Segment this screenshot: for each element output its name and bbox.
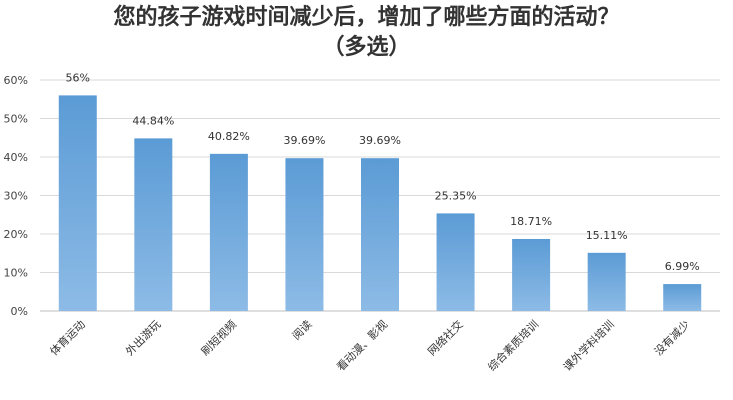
bar bbox=[436, 213, 475, 311]
x-category-label: 体育运动 bbox=[47, 317, 88, 358]
data-label: 15.11% bbox=[586, 229, 628, 242]
bar bbox=[361, 158, 399, 311]
bar bbox=[512, 238, 551, 311]
chart-subtitle: （多选） bbox=[322, 35, 411, 60]
data-label: 39.69% bbox=[359, 134, 401, 147]
y-axis: 0% 10% 20% 30% 40% 50% 60% bbox=[4, 74, 28, 318]
y-tick-label: 20% bbox=[4, 228, 28, 241]
bar bbox=[58, 95, 97, 312]
y-tick-label: 30% bbox=[4, 190, 28, 203]
x-category-label: 看动漫、影视 bbox=[334, 317, 391, 374]
data-label: 56% bbox=[66, 71, 90, 84]
x-axis: 体育运动 外出游玩 刷短视频 阅读 看动漫、影视 网络社交 综合素质培训 课外学科培训 没有减少 bbox=[47, 317, 692, 374]
data-label: 6.99% bbox=[665, 260, 700, 273]
y-tick-label: 60% bbox=[4, 74, 28, 87]
bar bbox=[134, 138, 173, 311]
x-category-label: 阅读 bbox=[289, 317, 314, 342]
data-label: 39.69% bbox=[283, 134, 325, 147]
y-tick-label: 0% bbox=[11, 305, 28, 318]
x-category-label: 刷短视频 bbox=[198, 317, 239, 358]
x-category-label: 没有减少 bbox=[651, 317, 692, 358]
data-label: 40.82% bbox=[208, 130, 250, 143]
data-labels: 56% 44.84% 40.82% 39.69% 39.69% 25.35% 18.71% 1… bbox=[66, 71, 700, 273]
y-tick-label: 10% bbox=[4, 267, 28, 280]
chart-title: 您的孩子游戏时间减少后，增加了哪些方面的活动？ bbox=[113, 5, 620, 30]
x-category-label: 课外学科培训 bbox=[560, 317, 617, 374]
data-label: 25.35% bbox=[435, 189, 477, 202]
bars bbox=[58, 95, 702, 312]
y-tick-label: 40% bbox=[4, 151, 28, 164]
x-category-label: 网络社交 bbox=[425, 317, 466, 358]
data-label: 18.71% bbox=[510, 215, 552, 228]
data-label: 44.84% bbox=[132, 114, 174, 127]
bar bbox=[285, 158, 324, 311]
y-tick-label: 50% bbox=[4, 113, 28, 126]
bar bbox=[663, 284, 702, 311]
bar bbox=[587, 252, 626, 311]
x-category-label: 综合素质培训 bbox=[485, 317, 542, 374]
bar bbox=[209, 153, 248, 311]
x-category-label: 外出游玩 bbox=[122, 317, 163, 358]
